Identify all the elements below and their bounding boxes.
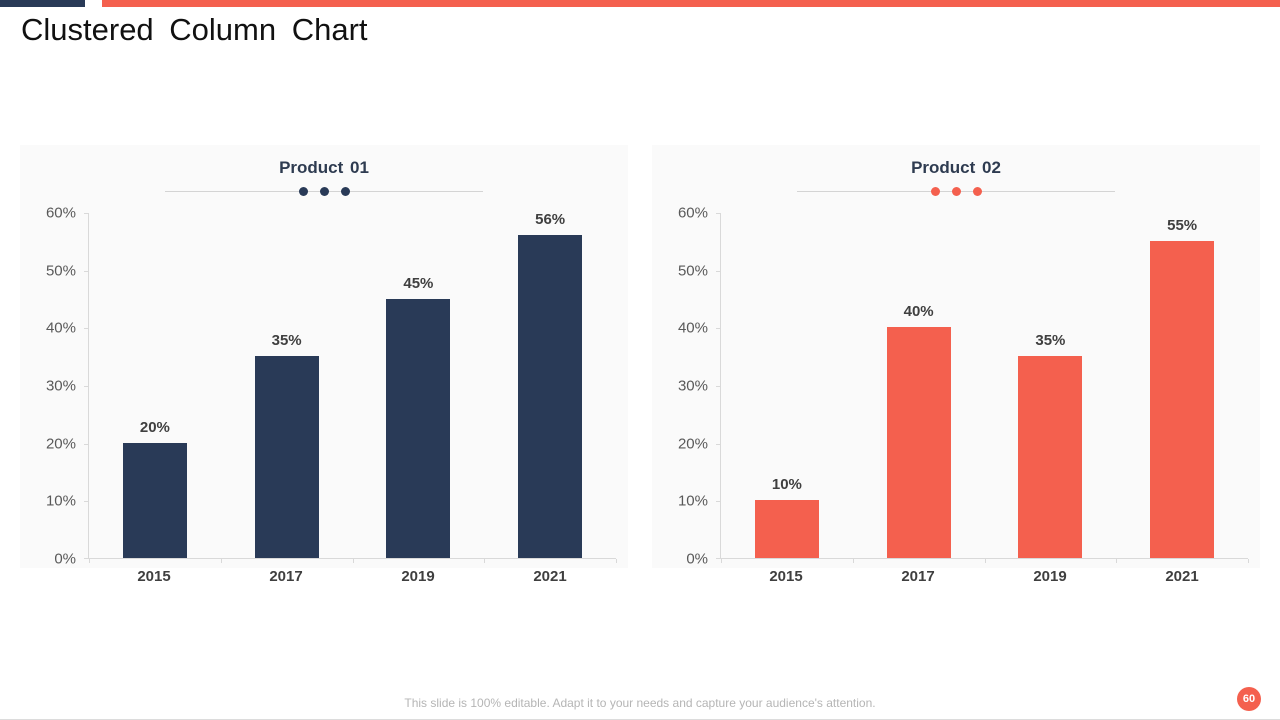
x-axis-tick-mark	[1116, 559, 1118, 563]
data-label: 55%	[1167, 216, 1198, 234]
y-axis-tick-mark	[716, 443, 720, 445]
y-axis-tick-label: 10%	[45, 492, 76, 510]
divider-dot-icon	[298, 187, 308, 196]
y-axis-tick-label: 60%	[45, 204, 76, 222]
x-axis-tick-mark	[984, 559, 986, 563]
y-axis-tick-mark	[84, 443, 88, 445]
y-axis-tick-label: 60%	[677, 204, 708, 222]
y-axis-tick-label: 50%	[677, 262, 708, 280]
chart-title: Product 01	[279, 158, 369, 177]
bar-2019: 35%	[1018, 332, 1083, 558]
data-label: 35%	[1035, 332, 1066, 350]
x-axis-tick-mark	[352, 559, 354, 563]
data-label: 56%	[535, 211, 566, 229]
bar-2021: 56%	[518, 211, 583, 558]
y-axis-tick-mark	[84, 386, 88, 387]
divider-dot-icon	[340, 187, 350, 196]
y-axis-tick-mark	[716, 501, 720, 503]
x-axis-tick-mark	[616, 559, 617, 563]
bar-chart: 60% 50% 40% 30% 20% 10% 0% 10% 40% 35% 55% 2015 2017…	[652, 205, 1260, 585]
bar-chart: 60% 50% 40% 30% 20% 10% 0% 20% 35% 45% 56% 2015 2017…	[20, 205, 628, 585]
y-axis-tick-label: 40%	[45, 319, 76, 337]
y-axis-tick-label: 0%	[686, 550, 708, 568]
y-axis-tick-mark	[84, 328, 88, 330]
x-axis-labels: 2015 2017 2019 2021	[88, 568, 616, 585]
y-axis-tick-label: 30%	[677, 377, 708, 395]
y-axis-tick-mark	[84, 213, 88, 214]
x-axis-tick-mark	[484, 559, 486, 563]
x-axis-category-label: 2021	[1165, 568, 1199, 585]
data-label: 10%	[771, 476, 802, 494]
bar-2017: 40%	[886, 303, 951, 558]
y-axis-tick-label: 10%	[677, 492, 708, 510]
x-axis-labels: 2015 2017 2019 2021	[720, 568, 1248, 585]
top-accent-bar-red	[102, 0, 1280, 7]
x-axis-category-label: 2015	[769, 568, 803, 585]
bar-2019: 45%	[386, 275, 451, 558]
title-divider	[165, 187, 483, 196]
chart-panel-product-01: Product 01 60% 50% 40% 30% 20% 10% 0% 20% 35% 45%…	[20, 145, 628, 585]
x-axis-category-label: 2017	[901, 568, 935, 585]
x-axis-tick-mark	[89, 559, 90, 563]
y-axis-tick-mark	[84, 270, 88, 272]
y-axis-tick-mark	[84, 558, 88, 559]
y-axis-tick-mark	[716, 386, 720, 387]
y-axis-tick-label: 30%	[45, 377, 76, 395]
y-axis-tick-label: 40%	[677, 319, 708, 337]
y-axis-tick-mark	[716, 213, 720, 214]
y-axis-tick-mark	[716, 558, 720, 559]
y-axis-tick-label: 20%	[677, 435, 708, 453]
page-title: Clustered Column Chart	[21, 12, 368, 47]
x-axis-tick-mark	[220, 559, 222, 563]
y-axis-tick-mark	[716, 270, 720, 272]
data-label: 45%	[403, 274, 434, 292]
chart-title: Product 02	[911, 158, 1001, 177]
divider-dot-icon	[319, 187, 329, 196]
plot-area: 10% 40% 35% 55%	[720, 213, 1249, 563]
data-label: 20%	[139, 418, 170, 436]
x-axis-tick-mark	[852, 559, 854, 563]
divider-dot-icon	[972, 187, 982, 196]
x-axis-category-label: 2019	[401, 568, 435, 585]
bar-2021: 55%	[1150, 217, 1215, 558]
x-axis-category-label: 2021	[533, 568, 567, 585]
y-axis-tick-mark	[84, 501, 88, 503]
x-axis-tick-mark	[1248, 559, 1249, 563]
page-number-badge: 60	[1237, 687, 1261, 711]
x-axis-category-label: 2019	[1033, 568, 1067, 585]
top-accent-bar-navy	[0, 0, 85, 7]
data-label: 35%	[271, 332, 302, 350]
title-divider	[797, 187, 1115, 196]
bar-2017: 35%	[254, 332, 319, 558]
divider-dot-icon	[930, 187, 940, 196]
bar-2015: 20%	[122, 419, 187, 558]
chart-panel-product-02: Product 02 60% 50% 40% 30% 20% 10% 0% 10% 40% 35%…	[652, 145, 1260, 585]
x-axis-category-label: 2015	[137, 568, 171, 585]
footer-note: This slide is 100% editable. Adapt it to…	[404, 696, 876, 710]
y-axis-tick-label: 0%	[54, 550, 76, 568]
x-axis-category-label: 2017	[269, 568, 303, 585]
divider-dot-icon	[951, 187, 961, 196]
charts-row: Product 01 60% 50% 40% 30% 20% 10% 0% 20% 35% 45%…	[20, 145, 1260, 585]
bar-2015: 10%	[754, 476, 819, 558]
y-axis-tick-mark	[716, 328, 720, 330]
data-label: 40%	[903, 303, 934, 321]
y-axis-tick-label: 50%	[45, 262, 76, 280]
plot-area: 20% 35% 45% 56%	[88, 211, 617, 563]
x-axis-tick-mark	[721, 559, 722, 563]
y-axis-tick-label: 20%	[45, 435, 76, 453]
